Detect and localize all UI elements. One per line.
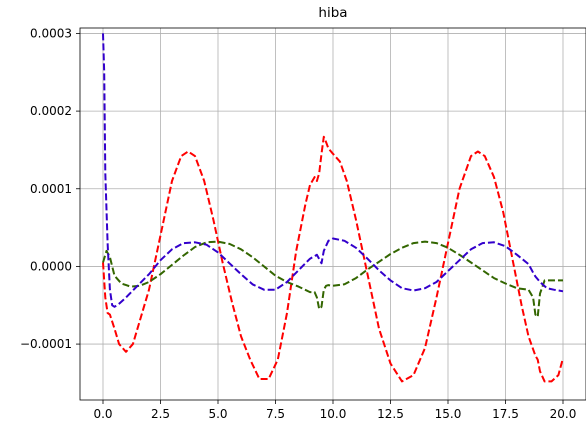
- y-tick-label: 0.0003: [30, 26, 72, 40]
- x-tick-label: 5.0: [208, 407, 227, 421]
- x-tick-label: 20.0: [550, 407, 577, 421]
- y-tick-label: −0.0001: [20, 337, 72, 351]
- x-tick-label: 10.0: [320, 407, 347, 421]
- x-tick-label: 0.0: [93, 407, 112, 421]
- x-tick-label: 12.5: [377, 407, 404, 421]
- x-tick-label: 7.5: [266, 407, 285, 421]
- x-tick-label: 2.5: [151, 407, 170, 421]
- series-line-2: [102, 240, 563, 318]
- series-line-1: [102, 135, 564, 383]
- y-tick-label: 0.0002: [30, 104, 72, 118]
- y-tick-label: 0.0000: [30, 259, 72, 273]
- tick-group: 0.0 2.5 5.0 7.5 10.0 12.5 15.0 17.5 20.0 −0.0001 0…: [20, 26, 576, 421]
- series-line-3: [102, 33, 564, 308]
- chart-title: hiba: [318, 5, 347, 21]
- grid: [80, 28, 586, 400]
- y-tick-label: 0.0001: [30, 182, 72, 196]
- x-tick-label: 17.5: [492, 407, 519, 421]
- x-tick-label: 15.0: [435, 407, 462, 421]
- series-group: [102, 33, 564, 383]
